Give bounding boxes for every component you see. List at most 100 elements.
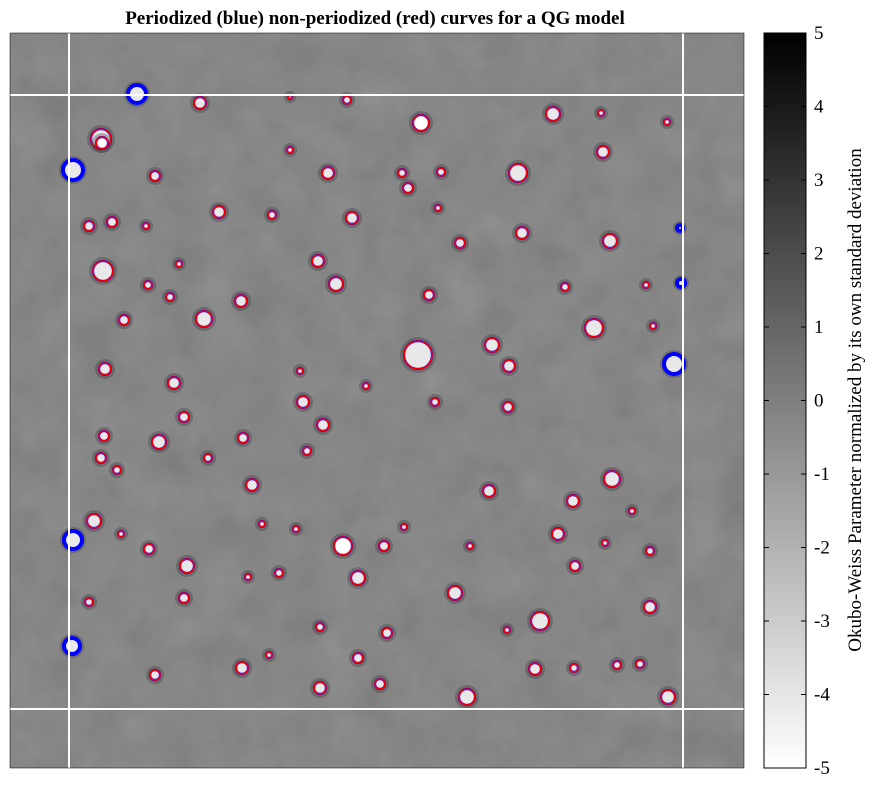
eddy-core [603,541,607,545]
non-periodized-contour [149,669,161,681]
non-periodized-contour [378,540,390,552]
non-periodized-contour [569,560,581,572]
eddy-core [532,613,548,629]
non-periodized-contour [234,294,248,308]
non-periodized-contour [643,600,657,614]
eddy-contour [557,279,573,295]
eddy-core [630,509,634,513]
eddy-contour [234,429,252,447]
non-periodized-contour [316,418,330,432]
non-periodized-contour [560,282,570,292]
non-periodized-contour [83,220,95,232]
eddy-core [97,138,107,148]
eddy-core [119,532,123,536]
colorbar-tick-label: 2 [814,244,824,265]
eddy-contour [209,202,229,222]
eddy-core [605,472,619,486]
colorbar-tick-label: -3 [814,611,830,632]
non-periodized-contour [381,627,393,639]
eddy-contour [299,443,315,459]
non-periodized-contour [645,546,655,556]
non-periodized-contour [98,362,112,376]
eddy-contour [264,207,280,223]
eddy-core [637,661,643,667]
eddy-contour [89,257,117,285]
eddy-contour [646,319,660,333]
non-periodized-contour [530,611,550,631]
non-periodized-contour [402,182,414,194]
eddy-contour [349,649,367,667]
non-periodized-contour [178,592,190,604]
non-periodized-contour [175,260,183,268]
non-periodized-contour [663,118,671,126]
eddy-core [239,434,247,442]
eddy-contour [399,179,417,197]
eddy-core [260,522,264,526]
eddy-core [414,116,428,130]
non-periodized-contour [403,340,433,370]
eddy-core [214,207,224,217]
eddy-core [88,515,100,527]
eddy-contour [271,565,287,581]
non-periodized-contour [412,114,430,132]
eddy-contour [660,115,674,129]
eddy-core [644,283,648,287]
eddy-core [167,294,173,300]
non-periodized-contour [267,210,277,220]
eddy-core [402,525,406,529]
non-periodized-contour [508,163,528,183]
colorbar-ticks: 5 4 3 2 1 0 -1 -2 -3 -4 -5 [764,23,830,779]
periodized-eddy-contour [59,156,87,184]
eddy-core [571,665,577,671]
eddy-contour [200,450,216,466]
non-periodized-contour [274,568,284,578]
eddy-core [647,548,653,554]
eddy-contour [330,533,356,559]
eddy-contour [657,686,679,708]
non-periodized-contour [551,527,565,541]
non-periodized-contour [92,260,114,282]
non-periodized-contour [333,536,353,556]
chart-title: Periodized (blue) non-periodized (red) c… [125,8,625,29]
eddy-contour [505,160,531,186]
eddy-core [151,172,159,180]
eddy-core [236,296,246,306]
eddy-core [94,262,112,280]
non-periodized-contour [649,322,657,330]
eddy-contour [431,201,445,215]
non-periodized-contour [458,688,476,706]
eddy-core [468,544,472,548]
eddy-contour [289,522,303,536]
eddy-core [352,572,364,584]
non-periodized-contour [143,543,155,555]
non-periodized-contour [179,558,195,574]
non-periodized-contour [628,507,636,515]
eddy-contour [600,467,624,491]
eddy-contour [232,658,252,678]
eddy-core [530,664,540,674]
non-periodized-contour [106,216,118,228]
eddy-contour [318,163,338,183]
colorbar-tick-label: -2 [814,538,830,559]
colorbar: 5 4 3 2 1 0 -1 -2 -3 -4 -5 Okubo-Weiss Parameter n… [763,23,866,779]
eddy-core [288,148,292,152]
non-periodized-contour [400,523,408,531]
eddy-contour [371,675,389,693]
non-periodized-contour [374,678,386,690]
non-periodized-contour [258,520,266,528]
non-periodized-contour [362,382,370,390]
eddy-contour [114,527,128,541]
periodized-contour [675,277,687,289]
eddy-core [510,165,526,181]
non-periodized-contour [584,318,604,338]
eddy-contour [231,291,251,311]
non-periodized-contour [302,446,312,456]
non-periodized-contour [660,689,676,705]
eddy-contour [255,517,269,531]
eddy-core [364,384,368,388]
eddy-contour [451,234,469,252]
eddy-contour [444,582,466,604]
non-periodized-contour [602,233,618,249]
eddy-contour [190,93,210,113]
